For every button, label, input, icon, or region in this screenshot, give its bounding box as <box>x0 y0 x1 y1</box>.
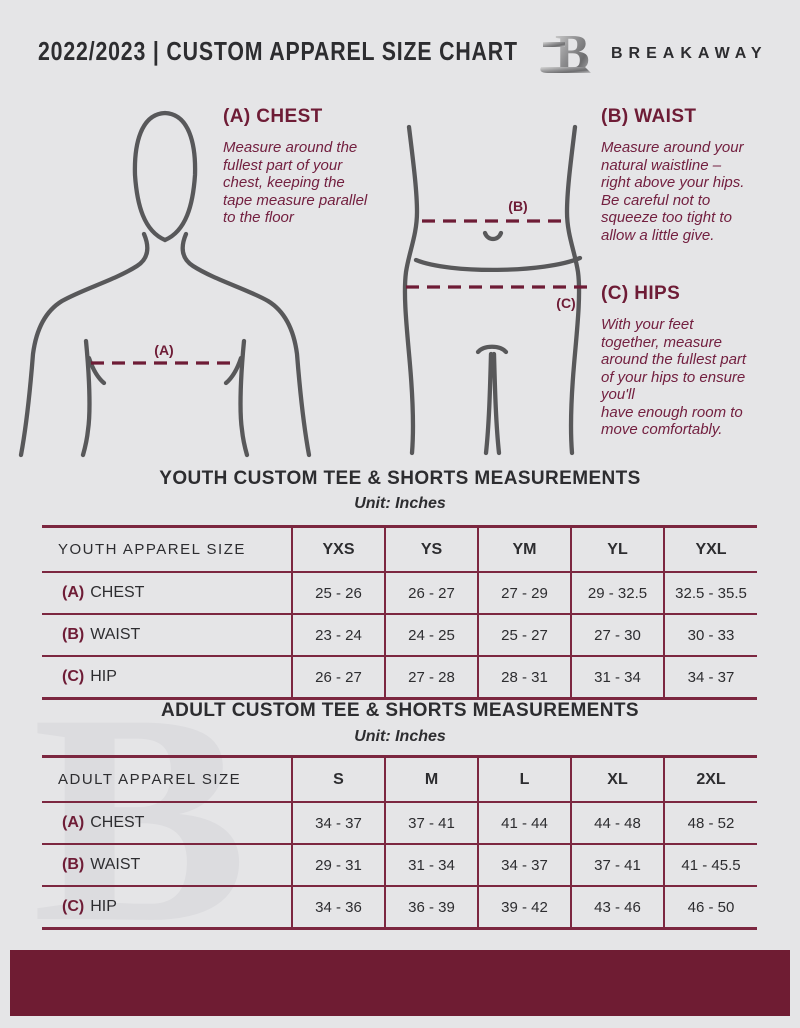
row-key: (C) <box>62 898 85 915</box>
chest-instruction-heading: (A) CHEST <box>223 106 323 127</box>
row-label: (C) HIP <box>42 885 292 929</box>
table-row-waist: (B) WAIST 29 - 31 31 - 34 34 - 37 37 - 41… <box>42 843 757 886</box>
row-name: WAIST <box>90 626 141 643</box>
measurement-cell: 37 - 41 <box>570 843 664 886</box>
measurement-cell: 34 - 37 <box>291 801 385 844</box>
size-column-header: YL <box>570 526 664 572</box>
size-column-header: YS <box>384 526 478 572</box>
chest-line-label: (A) <box>154 342 173 358</box>
measurement-cell: 48 - 52 <box>663 801 757 844</box>
measurement-cell: 26 - 27 <box>291 655 385 699</box>
measurement-figures-illustration: (A) (B) (C) <box>18 110 588 458</box>
waist-line-label: (B) <box>508 198 527 214</box>
measurement-cell: 29 - 31 <box>291 843 385 886</box>
measurement-cell: 24 - 25 <box>384 613 478 656</box>
size-column-header: YXS <box>291 526 385 572</box>
chest-instruction: (A) CHEST Measure around the fullest par… <box>223 106 408 227</box>
measurement-cell: 31 - 34 <box>570 655 664 699</box>
hips-instruction-body: With your feet together, measure around … <box>601 316 747 438</box>
adult-table-title: ADULT CUSTOM TEE & SHORTS MEASUREMENTS <box>161 700 639 721</box>
table-row-chest: (A) CHEST 34 - 37 37 - 41 41 - 44 44 - 48… <box>42 801 757 844</box>
measurement-cell: 25 - 26 <box>291 571 385 614</box>
table-header-row: ADULT APPAREL SIZE S M L XL 2XL <box>42 756 757 802</box>
measurement-cell: 27 - 30 <box>570 613 664 656</box>
breakaway-logo-icon: B <box>540 25 591 82</box>
adult-table-unit: Unit: Inches <box>354 728 446 745</box>
measurement-cell: 25 - 27 <box>477 613 571 656</box>
measurement-cell: 41 - 44 <box>477 801 571 844</box>
measurement-cell: 27 - 28 <box>384 655 478 699</box>
row-label: (A) CHEST <box>42 571 292 614</box>
waist-instruction-heading: (B) WAIST <box>601 106 697 127</box>
row-key: (A) <box>62 814 85 831</box>
measurement-cell: 36 - 39 <box>384 885 478 929</box>
measurement-cell: 30 - 33 <box>663 613 757 656</box>
measurement-cell: 37 - 41 <box>384 801 478 844</box>
row-label: (C) HIP <box>42 655 292 699</box>
measurement-cell: 28 - 31 <box>477 655 571 699</box>
size-column-header: M <box>384 756 478 802</box>
brand-block: B BREAKAWAY <box>533 24 768 84</box>
row-name: CHEST <box>90 814 145 831</box>
table-row-hip: (C) HIP 34 - 36 36 - 39 39 - 42 43 - 46 4… <box>42 885 757 929</box>
table-row-hip: (C) HIP 26 - 27 27 - 28 28 - 31 31 - 34 3… <box>42 655 757 699</box>
measurement-cell: 27 - 29 <box>477 571 571 614</box>
row-name: WAIST <box>90 856 141 873</box>
hips-line-label: (C) <box>556 295 575 311</box>
hips-instruction-heading: (C) HIPS <box>601 283 681 304</box>
table-row-waist: (B) WAIST 23 - 24 24 - 25 25 - 27 27 - 30… <box>42 613 757 656</box>
table-header-row: YOUTH APPAREL SIZE YXS YS YM YL YXL <box>42 526 757 572</box>
measurement-cell: 32.5 - 35.5 <box>663 571 757 614</box>
row-key: (B) <box>62 856 85 873</box>
upper-body-figure-icon <box>18 110 312 458</box>
row-label: (B) WAIST <box>42 613 292 656</box>
page-title: 2022/2023 | CUSTOM APPAREL SIZE CHART <box>38 36 518 66</box>
size-column-header: 2XL <box>663 756 757 802</box>
row-key: (B) <box>62 626 85 643</box>
measurement-cell: 23 - 24 <box>291 613 385 656</box>
measurement-cell: 29 - 32.5 <box>570 571 664 614</box>
measurement-cell: 46 - 50 <box>663 885 757 929</box>
waist-instruction: (B) WAIST Measure around your natural wa… <box>601 106 796 244</box>
lower-body-figure-icon <box>402 124 583 456</box>
measurement-cell: 31 - 34 <box>384 843 478 886</box>
table-row-chest: (A) CHEST 25 - 26 26 - 27 27 - 29 29 - 32… <box>42 571 757 614</box>
measurement-cell: 26 - 27 <box>384 571 478 614</box>
size-column-header: YXL <box>663 526 757 572</box>
size-column-header: XL <box>570 756 664 802</box>
waist-instruction-body: Measure around your natural waistline – … <box>601 139 745 244</box>
measurement-cell: 34 - 37 <box>663 655 757 699</box>
brand-name: BREAKAWAY <box>611 45 768 62</box>
measurement-cell: 34 - 37 <box>477 843 571 886</box>
adult-size-table: ADULT APPAREL SIZE S M L XL 2XL (A) CHEST… <box>42 755 757 930</box>
chest-instruction-body: Measure around the fullest part of your … <box>223 139 368 226</box>
row-key: (C) <box>62 668 85 685</box>
measurement-cell: 43 - 46 <box>570 885 664 929</box>
size-row-header: ADULT APPAREL SIZE <box>58 771 242 788</box>
row-name: HIP <box>90 668 117 685</box>
size-row-header: YOUTH APPAREL SIZE <box>58 541 246 558</box>
youth-table-title: YOUTH CUSTOM TEE & SHORTS MEASUREMENTS <box>159 468 641 489</box>
measurement-cell: 39 - 42 <box>477 885 571 929</box>
row-key: (A) <box>62 584 85 601</box>
size-column-header: S <box>291 756 385 802</box>
hips-instruction: (C) HIPS With your feet together, measur… <box>601 283 796 439</box>
youth-table-unit: Unit: Inches <box>354 495 446 512</box>
size-column-header: L <box>477 756 571 802</box>
row-name: CHEST <box>90 584 145 601</box>
footer-bar <box>10 950 790 1016</box>
row-label: (A) CHEST <box>42 801 292 844</box>
measurement-cell: 41 - 45.5 <box>663 843 757 886</box>
logo-letter: B <box>555 25 590 82</box>
logo-crossbar <box>543 42 565 47</box>
size-column-header: YM <box>477 526 571 572</box>
measurement-cell: 44 - 48 <box>570 801 664 844</box>
row-name: HIP <box>90 898 117 915</box>
measurement-cell: 34 - 36 <box>291 885 385 929</box>
youth-size-table: YOUTH APPAREL SIZE YXS YS YM YL YXL (A) C… <box>42 525 757 700</box>
row-label: (B) WAIST <box>42 843 292 886</box>
logo-base <box>540 67 591 73</box>
